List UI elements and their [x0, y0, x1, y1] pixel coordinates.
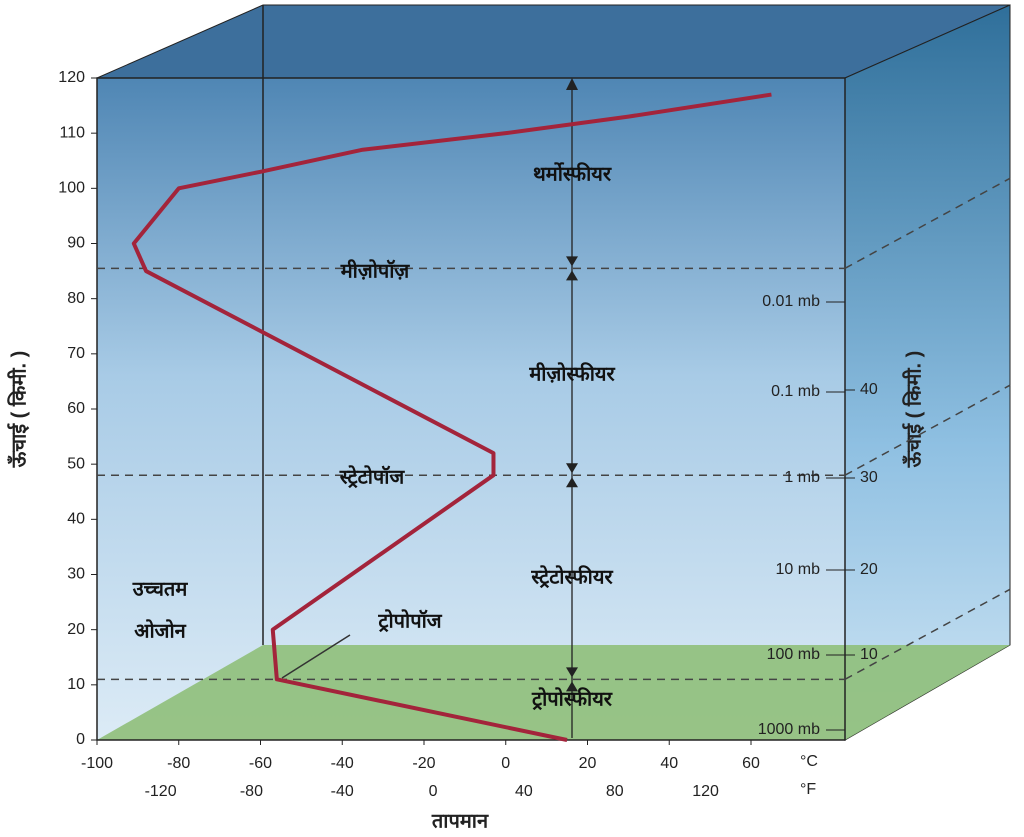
- box-side: [844, 4, 1011, 741]
- y-tick-label: 20: [67, 621, 85, 638]
- pressure-label: 1000 mb: [758, 721, 820, 738]
- x2-tick-label: 40: [515, 783, 533, 800]
- right-label: 30: [860, 469, 878, 486]
- x-axis-title: तापमान: [431, 810, 489, 832]
- arrowhead: [566, 681, 578, 692]
- leader-line: [281, 634, 351, 679]
- arrowhead: [566, 477, 578, 488]
- layer-label: ओजोन: [134, 618, 186, 642]
- box-front: [97, 78, 845, 740]
- y-tick-label: 0: [76, 731, 85, 748]
- pressure-label: 10 mb: [776, 561, 821, 578]
- x-tick-label: -40: [331, 755, 354, 772]
- x-tick-label: 0: [501, 755, 510, 772]
- y-tick-label: 120: [58, 69, 85, 86]
- layer-label: ट्रोपोस्फीयर: [531, 686, 613, 710]
- x-tick-label: 20: [579, 755, 597, 772]
- layer-label: स्ट्रेटोपॉज: [339, 464, 406, 488]
- layer-label: ट्रोपोपॉज: [377, 608, 442, 632]
- x2-tick-label: 80: [606, 783, 624, 800]
- x2-tick-label: -40: [331, 783, 354, 800]
- y-axis-title: ऊँचाई ( किमी. ): [6, 351, 30, 469]
- pressure-label: 100 mb: [767, 646, 820, 663]
- x-tick-label: 60: [742, 755, 760, 772]
- y-tick-label: 40: [67, 511, 85, 528]
- boundary-line-side: [844, 588, 1011, 680]
- x2-tick-label: 120: [692, 783, 719, 800]
- right-label: 20: [860, 561, 878, 578]
- layer-label: स्ट्रेटोस्फीयर: [530, 564, 613, 588]
- x-tick-label: -100: [81, 755, 113, 772]
- x-tick-label: -60: [249, 755, 272, 772]
- temperature-line: [131, 92, 772, 742]
- boundary-line-side: [844, 177, 1011, 269]
- pressure-label: 0.01 mb: [762, 293, 820, 310]
- arrowhead: [566, 78, 578, 90]
- arrowhead: [566, 463, 578, 474]
- y-tick-label: 10: [67, 676, 85, 693]
- x2-tick-label: -120: [145, 783, 177, 800]
- arrowhead: [566, 270, 578, 281]
- layer-label: मीज़ोपॉज़: [340, 258, 411, 282]
- x2-tick-label: -80: [240, 783, 263, 800]
- x2-tick-label: 0: [429, 783, 438, 800]
- x2-unit: °F: [800, 781, 816, 798]
- arrowhead: [566, 256, 578, 267]
- arrowhead: [566, 667, 578, 678]
- x-tick-label: 40: [660, 755, 678, 772]
- y-tick-label: 50: [67, 455, 85, 472]
- boundary-line-side: [844, 384, 1011, 476]
- x-tick-label: -20: [412, 755, 435, 772]
- y-tick-label: 60: [67, 400, 85, 417]
- right-label: 10: [860, 646, 878, 663]
- right-axis-title: ऊँचाई ( किमी. ): [901, 351, 925, 469]
- y-tick-label: 90: [67, 235, 85, 252]
- y-tick-label: 110: [59, 124, 85, 141]
- y-tick-label: 30: [67, 566, 85, 583]
- right-label: 40: [860, 381, 878, 398]
- pressure-label: 0.1 mb: [771, 383, 820, 400]
- layer-label: थर्मोस्फीयर: [533, 161, 612, 185]
- y-tick-label: 80: [67, 290, 85, 307]
- x-unit: °C: [800, 753, 818, 770]
- x-tick-label: -80: [167, 755, 190, 772]
- layer-label: मीज़ोस्फीयर: [528, 361, 615, 385]
- ground: [97, 645, 1010, 740]
- layer-label: उच्चतम: [132, 578, 189, 600]
- y-tick-label: 100: [58, 180, 85, 197]
- pressure-label: 1 mb: [784, 469, 820, 486]
- y-tick-label: 70: [67, 345, 85, 362]
